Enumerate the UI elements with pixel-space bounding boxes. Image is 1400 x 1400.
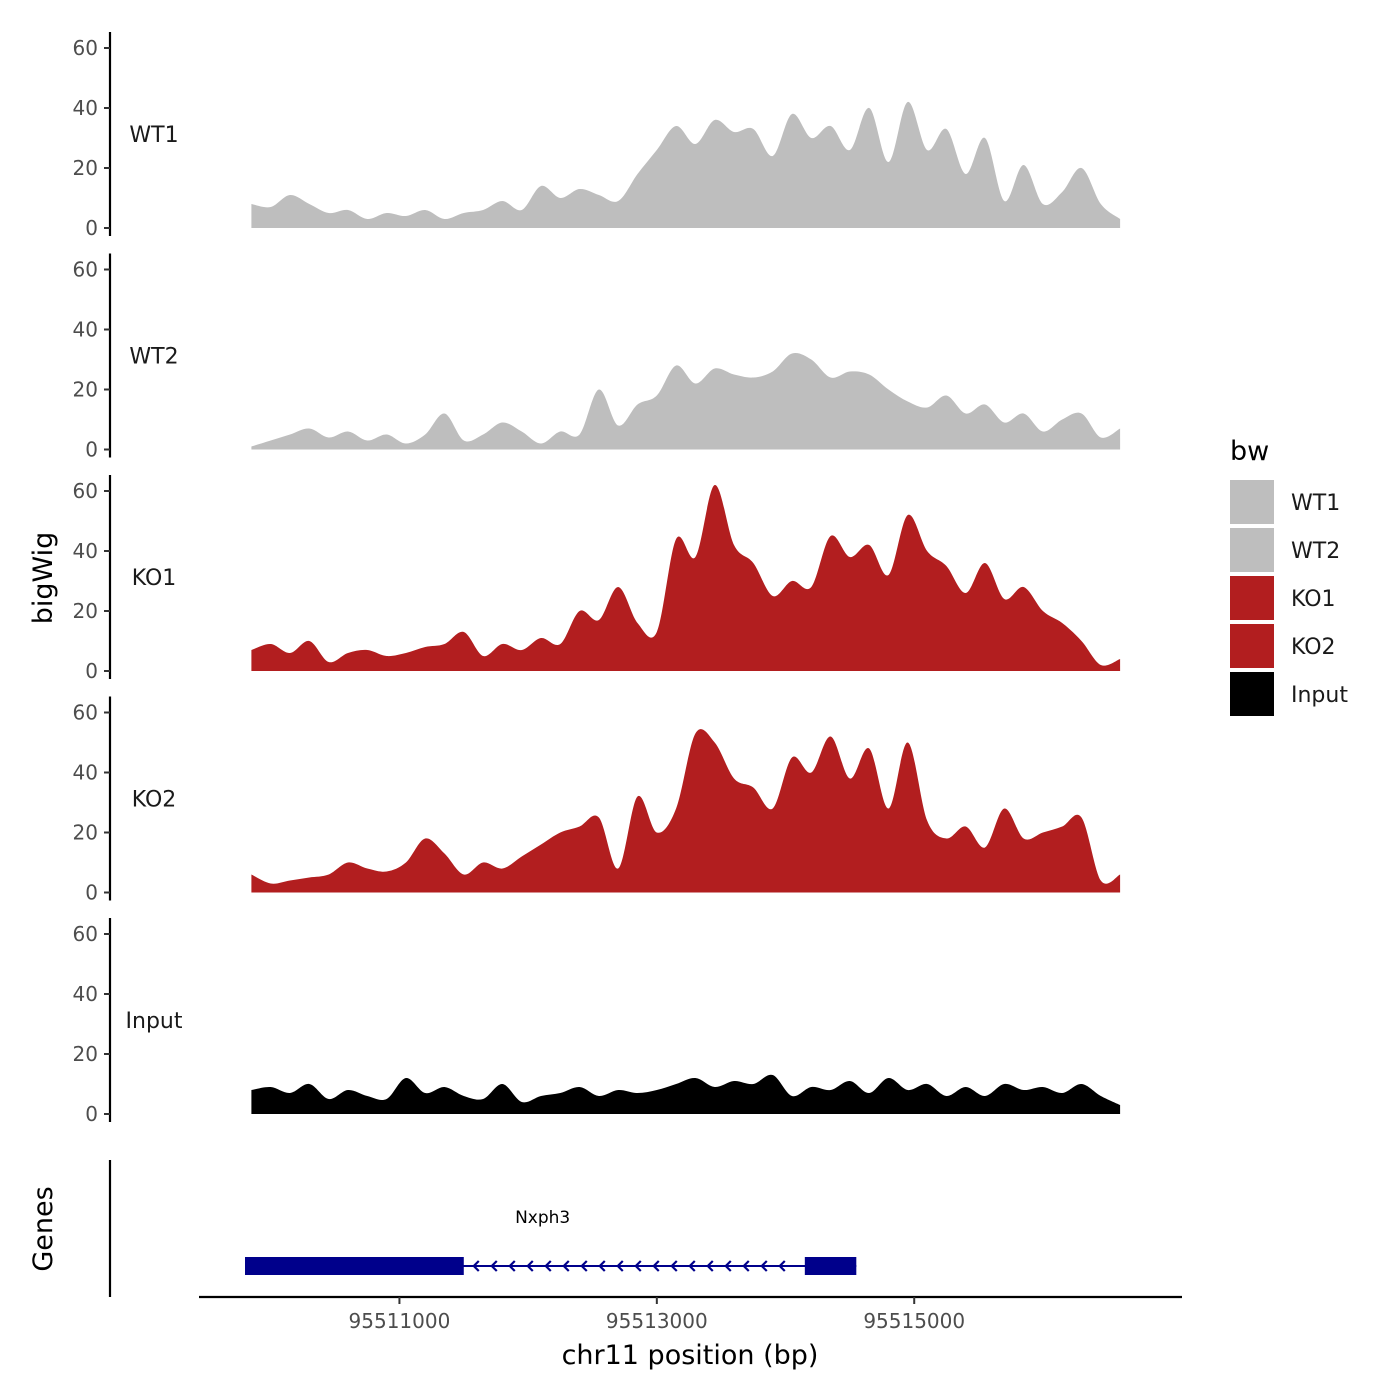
- y-tick-label: 60: [73, 922, 98, 946]
- y-tick-label: 60: [73, 701, 98, 725]
- legend-label-wt1: WT1: [1291, 491, 1340, 516]
- y-tick-label: 0: [85, 881, 98, 905]
- y-tick-label: 0: [85, 659, 98, 683]
- strand-arrow: [760, 1260, 768, 1272]
- strand-arrow: [652, 1260, 660, 1272]
- track-label: WT1: [129, 123, 178, 148]
- legend: WT1 WT2 KO1 KO2 Input: [1230, 480, 1348, 716]
- track-input: 0 20 40 60 Input: [73, 918, 1121, 1126]
- track-label: KO2: [132, 788, 177, 813]
- gene-track: Nxph3: [108, 1160, 857, 1297]
- legend-label-wt2: WT2: [1291, 539, 1340, 564]
- strand-arrow: [508, 1260, 516, 1272]
- y-tick-label: 20: [73, 1042, 98, 1066]
- track-label: KO1: [132, 566, 177, 591]
- y-tick-label: 0: [85, 216, 98, 240]
- y-tick-label: 40: [73, 982, 98, 1006]
- coverage-area-ko1: [251, 484, 1121, 671]
- strand-arrow: [706, 1260, 714, 1272]
- gene-name-label: Nxph3: [515, 1208, 570, 1228]
- gene-exon-2: [804, 1257, 857, 1275]
- y-tick-label: 0: [85, 1102, 98, 1126]
- x-tick-label: 95513000: [606, 1309, 708, 1333]
- legend-title: bw: [1230, 436, 1269, 467]
- track-wt1: 0 20 40 60 WT1: [73, 32, 1121, 240]
- strand-arrow: [616, 1260, 624, 1272]
- y-tick-label: 20: [73, 821, 98, 845]
- track-ko1: 0 20 40 60 KO1: [73, 475, 1121, 683]
- y-tick-label: 40: [73, 96, 98, 120]
- y-tick-label: 60: [73, 479, 98, 503]
- coverage-area-input: [251, 1074, 1121, 1114]
- y-tick-label: 40: [73, 539, 98, 563]
- track-wt2: 0 20 40 60 WT2: [73, 253, 1121, 462]
- y-tick-label: 40: [73, 318, 98, 342]
- y-tick-label: 20: [73, 156, 98, 180]
- strand-arrow: [598, 1260, 606, 1272]
- legend-key-ko1: [1230, 576, 1274, 620]
- strand-arrow: [778, 1260, 786, 1272]
- x-tick-label: 95511000: [349, 1309, 451, 1333]
- y-tick-label: 60: [73, 258, 98, 282]
- strand-arrow: [490, 1260, 498, 1272]
- strand-arrow: [526, 1260, 534, 1272]
- strand-arrow: [544, 1260, 552, 1272]
- y-axis-title-bigwig: bigWig: [28, 532, 59, 625]
- legend-key-ko2: [1230, 624, 1274, 668]
- coverage-area-wt1: [251, 101, 1121, 228]
- legend-key-wt2: [1230, 528, 1274, 572]
- track-ko2: 0 20 40 60 KO2: [73, 696, 1121, 905]
- y-tick-label: 40: [73, 761, 98, 785]
- legend-label-ko1: KO1: [1291, 587, 1336, 612]
- x-tick-label: 95515000: [863, 1309, 965, 1333]
- track-label: WT2: [129, 345, 178, 370]
- coverage-area-wt2: [251, 352, 1121, 450]
- strand-arrow: [562, 1260, 570, 1272]
- coverage-area-ko2: [251, 729, 1121, 893]
- y-tick-label: 0: [85, 438, 98, 462]
- legend-key-input: [1230, 672, 1274, 716]
- strand-arrow: [742, 1260, 750, 1272]
- y-tick-label: 60: [73, 36, 98, 60]
- legend-key-wt1: [1230, 480, 1274, 524]
- strand-arrow: [688, 1260, 696, 1272]
- legend-label-input: Input: [1291, 683, 1348, 708]
- y-tick-label: 20: [73, 599, 98, 623]
- y-axis-title-genes: Genes: [28, 1186, 59, 1271]
- strand-arrow: [472, 1260, 480, 1272]
- x-axis: 95511000 95513000 95515000: [199, 1295, 1182, 1333]
- strand-arrow: [580, 1260, 588, 1272]
- x-axis-title: chr11 position (bp): [562, 1340, 819, 1371]
- coverage-tracks: 0 20 40 60 WT1 0 20 40 60 WT2 0 20 40 60 KO1 0 20 40 60 KO2…: [73, 32, 1121, 1126]
- gene-exon-1: [245, 1257, 464, 1275]
- strand-arrow: [724, 1260, 732, 1272]
- legend-label-ko2: KO2: [1291, 635, 1336, 660]
- y-tick-label: 20: [73, 378, 98, 402]
- track-label: Input: [126, 1009, 183, 1034]
- strand-arrow: [670, 1260, 678, 1272]
- strand-arrow: [634, 1260, 642, 1272]
